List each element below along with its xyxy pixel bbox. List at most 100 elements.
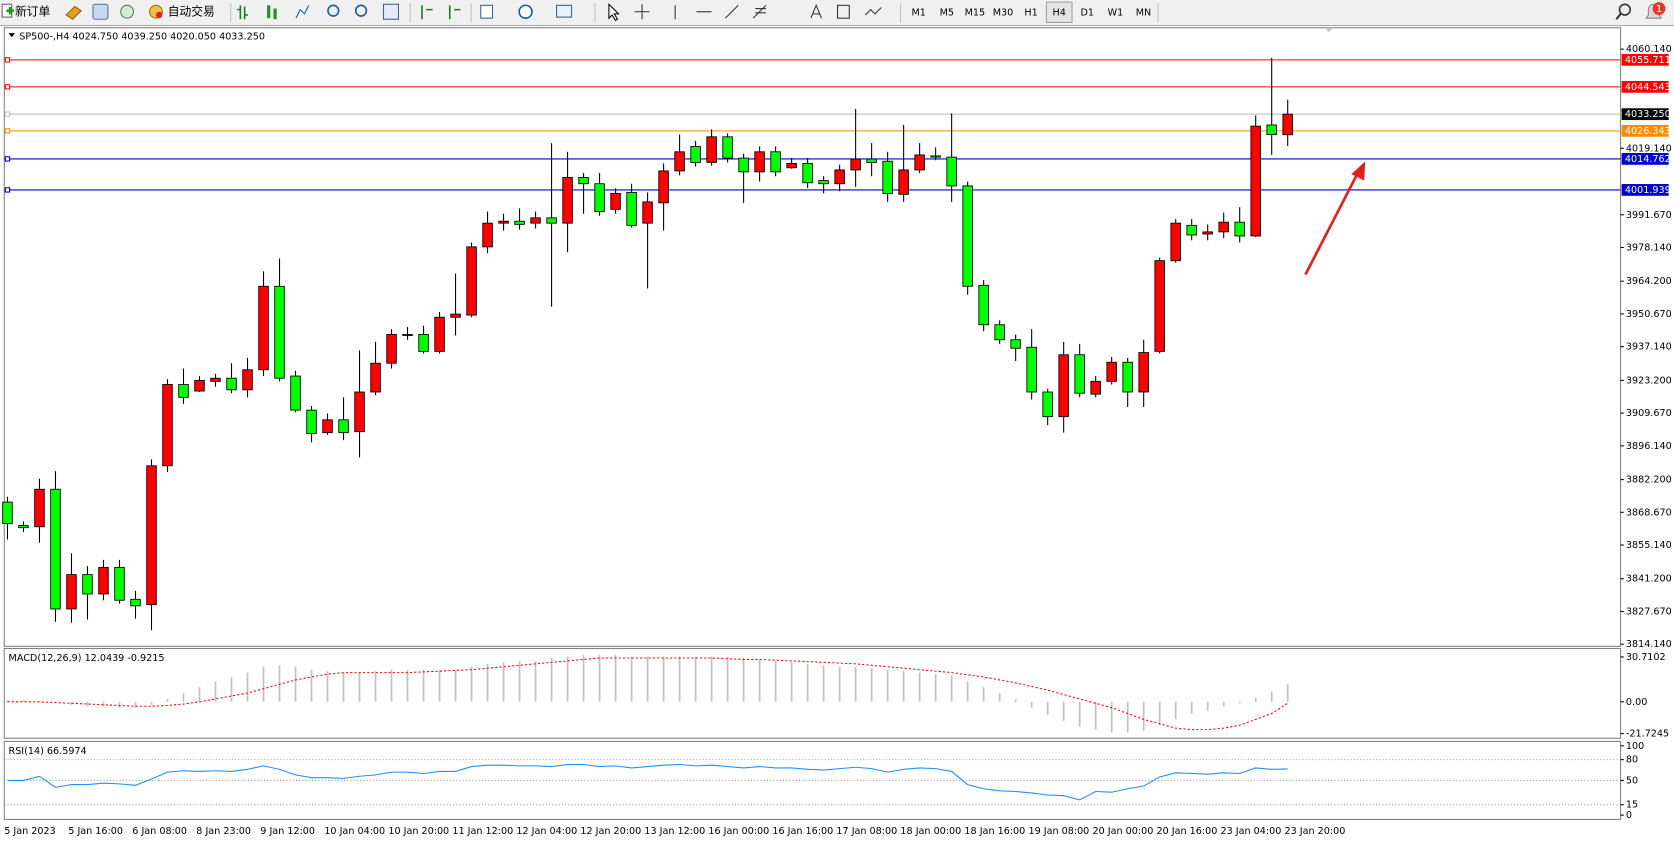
icon[interactable] [354,4,368,17]
macd-bar [998,693,1001,702]
candle-body [1186,224,1197,236]
icon[interactable] [382,3,400,20]
new-order-label: 新订单 [15,4,50,18]
candle-body [562,177,573,224]
macd-bar [118,701,121,708]
y-tick-label: 3896.140 [1626,441,1672,452]
candle-body [2,501,13,525]
x-tick-label: 20 Jan 00:00 [1092,826,1153,837]
candle-body [34,488,45,528]
macd-bar [614,655,617,702]
icon[interactable] [724,4,739,19]
icon[interactable] [556,4,573,18]
macd-bar [454,669,457,702]
candle-body [82,574,93,595]
icon[interactable] [864,7,882,16]
x-tick-label: 19 Jan 08:00 [1028,826,1089,837]
search-icon[interactable] [1618,3,1632,16]
macd-bar [358,672,361,702]
candle-body [1234,221,1245,237]
x-tick-label: 16 Jan 00:00 [708,826,769,837]
y-tick-label: 30.7102 [1626,652,1666,663]
macd-bar [1030,701,1033,708]
icon[interactable] [120,4,135,19]
candle-body [658,170,669,204]
candle-body [450,313,461,318]
candle-body [226,377,237,391]
y-tick-label: 100 [1626,741,1644,752]
macd-bar [86,701,89,707]
macd-bar [102,701,105,707]
icon[interactable] [448,5,461,20]
timeframe-button[interactable]: M15 [965,7,986,18]
candle-body [994,324,1005,341]
candle-body [1122,361,1133,393]
plot-layer: 4060.140 4019.140 3991.670 3978.140 3964.200… [2,44,1672,837]
candle-body [146,465,157,606]
y-tick-label: 3868.670 [1626,507,1672,518]
timeframe-button[interactable]: MN [1136,7,1151,18]
icon[interactable] [421,5,433,20]
macd-bar [934,674,937,702]
icon[interactable] [608,2,620,21]
candle-body [1106,361,1117,382]
auto-trading-button[interactable]: 自动交易 [149,4,215,19]
macd-bar [1142,701,1145,732]
macd-bar [918,672,921,702]
candle-body [642,201,653,224]
icon[interactable] [480,4,494,19]
x-tick-label: 17 Jan 08:00 [836,826,897,837]
icon[interactable] [267,5,271,19]
timeframe-button[interactable]: H1 [1024,7,1037,18]
timeframe-button[interactable]: M1 [912,7,926,18]
candle-body [482,222,493,248]
macd-bar [886,669,889,702]
timeframe-button[interactable]: M5 [940,7,954,18]
y-tick-label: 80 [1626,755,1638,766]
icon[interactable] [810,3,823,19]
icon[interactable] [518,4,533,19]
icon[interactable] [92,3,109,20]
main-panel [3,27,1622,647]
toolbar: 新订单 自动交易 M1 M5 M15 [1,1,1666,23]
candle-body [418,334,429,352]
y-tick-label: 3882.200 [1626,475,1672,486]
y-tick-label: -21.7245 [1626,729,1669,740]
timeframe-button[interactable]: D1 [1081,7,1095,18]
x-tick-label: 23 Jan 04:00 [1220,826,1281,837]
timeframe-button[interactable]: H4 [1053,7,1066,18]
annotation-arrow [1304,161,1366,276]
macd-bar [806,663,809,702]
icon[interactable] [237,5,248,20]
candle-body [690,146,701,163]
candle-body [578,177,589,185]
x-tick-label: 5 Jan 2023 [4,826,55,837]
y-tick-label: 0.00 [1626,697,1647,708]
candle-body [1282,113,1293,136]
candle-body [50,488,61,610]
price-label-box [1621,125,1669,137]
icon[interactable] [634,4,650,20]
price-line-handle [4,111,11,117]
price-label: 4026.343 [1625,126,1671,137]
icon[interactable] [752,4,767,19]
icon[interactable] [65,5,83,20]
y-tick-label: 3923.200 [1626,375,1672,386]
icon[interactable] [837,4,850,19]
arrow-head [1351,161,1366,181]
candle-body [1026,346,1037,393]
icon[interactable] [273,8,277,20]
active-timeframe [1045,1,1073,23]
y-tick-label: 3909.670 [1626,408,1672,419]
candle-body [530,217,541,224]
candle-body [338,419,349,434]
x-tick-label: 20 Jan 16:00 [1156,826,1217,837]
icon[interactable] [295,5,310,19]
macd-bar [678,656,681,702]
icon[interactable] [327,4,340,17]
timeframe-button[interactable]: M30 [993,7,1014,18]
new-order-button[interactable]: 新订单 [1,3,50,18]
candle-body [770,151,781,173]
timeframe-button[interactable]: W1 [1108,7,1124,18]
